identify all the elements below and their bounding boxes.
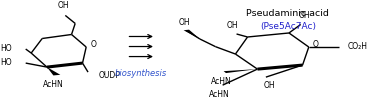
Text: OUDP: OUDP [99,71,121,80]
Text: AcHN: AcHN [43,80,64,89]
Text: biosynthesis: biosynthesis [115,69,167,78]
Text: HO: HO [0,58,12,67]
Text: O: O [313,40,318,49]
Polygon shape [184,30,200,39]
Text: AcHN: AcHN [209,90,229,99]
Text: OH: OH [58,1,69,10]
Text: AcHN: AcHN [211,77,231,86]
Polygon shape [47,67,60,75]
Text: OH: OH [264,81,275,90]
Text: O: O [91,39,96,48]
Text: OH: OH [179,18,190,27]
Text: OH: OH [299,11,310,20]
Text: CO₂H: CO₂H [347,42,367,51]
Text: OH: OH [227,21,239,30]
Polygon shape [224,69,257,73]
Text: (Pse5Ac7Ac): (Pse5Ac7Ac) [260,22,316,31]
Text: Pseudaminic acid: Pseudaminic acid [246,9,329,18]
Text: HO: HO [0,44,12,53]
